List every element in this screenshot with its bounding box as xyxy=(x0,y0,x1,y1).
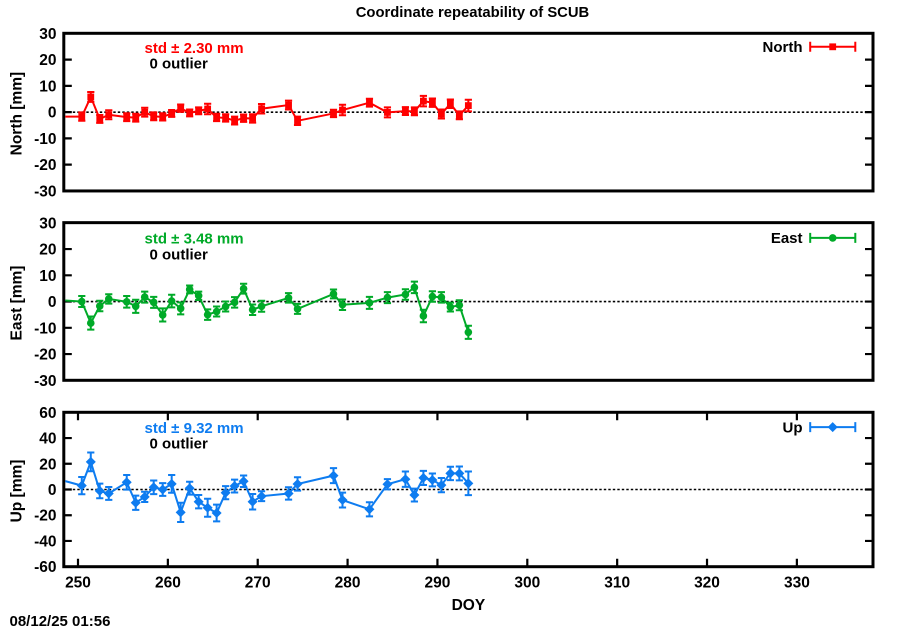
svg-text:-20: -20 xyxy=(34,157,56,174)
svg-text:-10: -10 xyxy=(34,131,56,148)
svg-text:0: 0 xyxy=(48,482,57,499)
svg-text:0: 0 xyxy=(48,294,57,311)
svg-text:std ± 2.30 mm: std ± 2.30 mm xyxy=(145,40,244,57)
svg-text:60: 60 xyxy=(39,405,56,422)
svg-text:-40: -40 xyxy=(34,534,56,551)
svg-text:30: 30 xyxy=(39,26,56,43)
svg-text:East [mm]: East [mm] xyxy=(9,266,26,341)
svg-text:std ± 9.32 mm: std ± 9.32 mm xyxy=(145,420,244,437)
svg-text:330: 330 xyxy=(784,575,810,592)
svg-text:10: 10 xyxy=(39,268,56,285)
svg-text:-20: -20 xyxy=(34,508,56,525)
svg-text:250: 250 xyxy=(65,575,91,592)
svg-text:310: 310 xyxy=(604,575,630,592)
svg-text:0 outlier: 0 outlier xyxy=(150,246,209,263)
svg-text:40: 40 xyxy=(39,431,56,448)
svg-text:20: 20 xyxy=(39,242,56,259)
svg-text:Up [mm]: Up [mm] xyxy=(9,460,26,523)
svg-text:0 outlier: 0 outlier xyxy=(150,56,209,73)
svg-text:DOY: DOY xyxy=(452,597,486,614)
svg-text:-60: -60 xyxy=(34,559,56,576)
svg-text:-30: -30 xyxy=(34,183,56,200)
svg-text:0: 0 xyxy=(48,105,57,122)
svg-text:260: 260 xyxy=(155,575,181,592)
svg-text:North [mm]: North [mm] xyxy=(9,72,26,156)
svg-text:East: East xyxy=(771,230,803,247)
svg-text:Coordinate repeatability of SC: Coordinate repeatability of SCUB xyxy=(356,5,590,21)
svg-text:08/12/25 01:56: 08/12/25 01:56 xyxy=(10,613,111,630)
svg-text:North: North xyxy=(763,39,803,56)
svg-text:290: 290 xyxy=(424,575,450,592)
svg-text:0 outlier: 0 outlier xyxy=(150,436,209,453)
svg-text:280: 280 xyxy=(335,575,361,592)
svg-text:-20: -20 xyxy=(34,347,56,364)
svg-text:-30: -30 xyxy=(34,373,56,390)
svg-text:20: 20 xyxy=(39,456,56,473)
svg-text:Up: Up xyxy=(783,419,803,436)
svg-text:std ± 3.48 mm: std ± 3.48 mm xyxy=(145,231,244,248)
svg-text:300: 300 xyxy=(514,575,540,592)
svg-text:20: 20 xyxy=(39,52,56,69)
svg-text:30: 30 xyxy=(39,215,56,232)
svg-text:320: 320 xyxy=(694,575,720,592)
svg-text:10: 10 xyxy=(39,78,56,95)
svg-text:270: 270 xyxy=(245,575,271,592)
svg-text:-10: -10 xyxy=(34,320,56,337)
